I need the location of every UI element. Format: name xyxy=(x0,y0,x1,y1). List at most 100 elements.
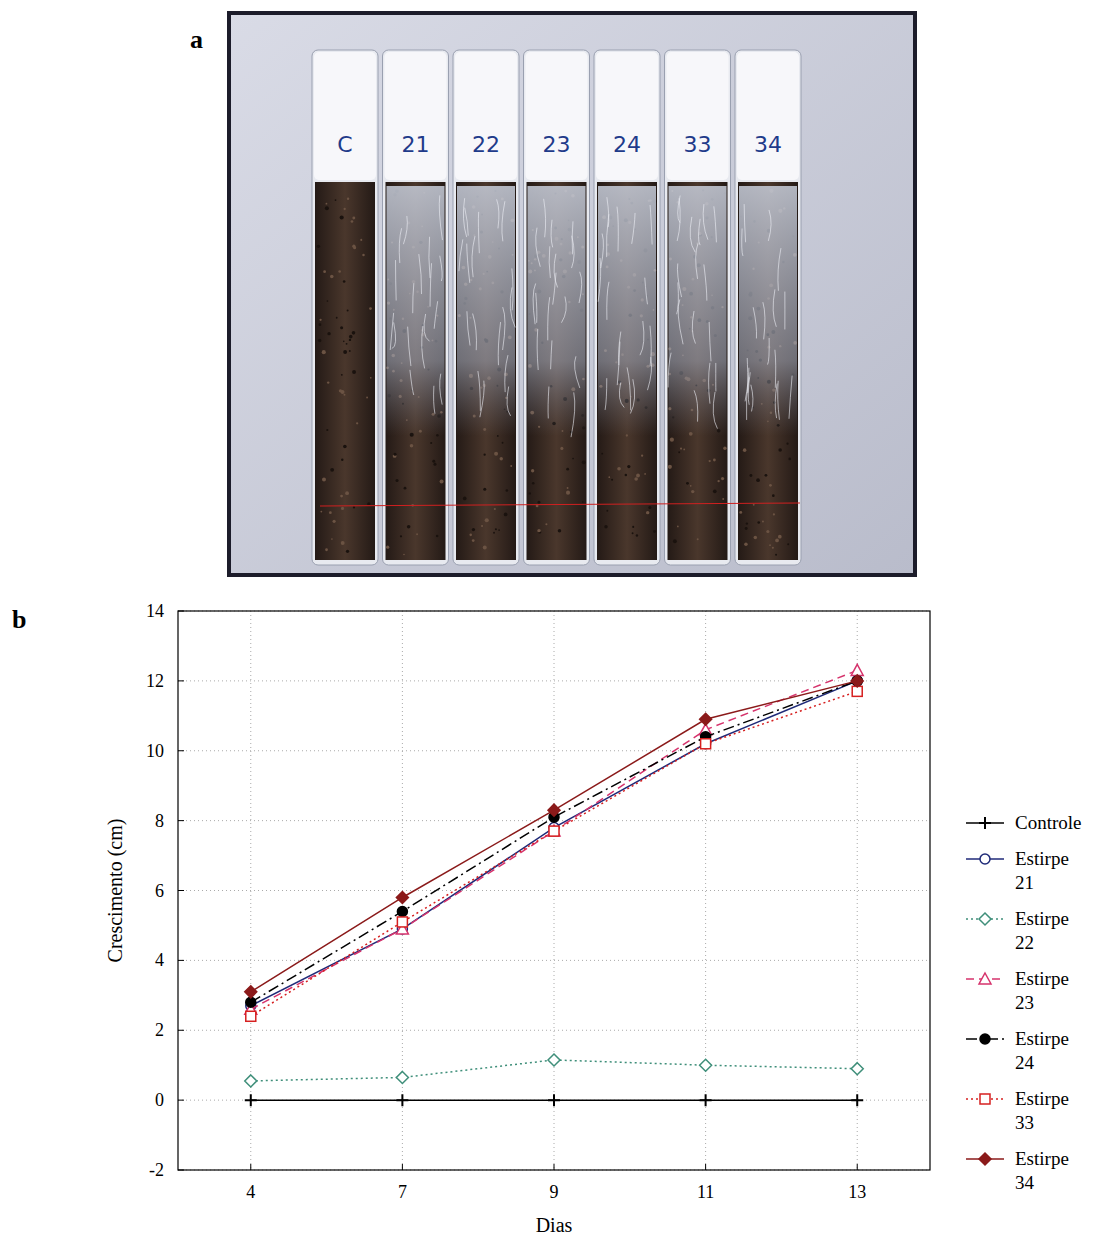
hypha xyxy=(548,387,550,419)
hyphae xyxy=(669,186,727,436)
soil-grain xyxy=(344,394,346,396)
soil-grain xyxy=(317,245,320,248)
tube-cap xyxy=(455,52,517,180)
soil-grain xyxy=(362,254,364,256)
hypha xyxy=(617,207,618,252)
soil-grain xyxy=(341,541,345,545)
soil-grain xyxy=(739,511,742,514)
soil-grain xyxy=(494,452,498,456)
soil-grain xyxy=(697,538,699,540)
tube-label: 23 xyxy=(543,132,571,157)
soil-grain xyxy=(349,350,351,352)
soil-grain xyxy=(403,554,405,556)
soil-grain xyxy=(677,526,679,528)
soil-grain xyxy=(493,532,495,534)
hypha xyxy=(763,302,765,339)
legend-label-line: 23 xyxy=(1015,992,1034,1013)
soil-grain xyxy=(481,525,483,527)
soil-grain xyxy=(778,448,782,452)
hypha xyxy=(419,254,422,294)
soil-grain xyxy=(753,504,755,506)
tick-label: 12 xyxy=(146,671,164,691)
soil-grain xyxy=(668,465,672,469)
soil-grain xyxy=(323,270,326,273)
legend-label-line: 21 xyxy=(1015,872,1034,893)
tube-glass xyxy=(665,50,731,565)
soil-grain xyxy=(343,445,347,449)
tick-label: 0 xyxy=(155,1090,164,1110)
soil-grain xyxy=(349,339,351,341)
soil-grain xyxy=(495,528,497,530)
hypha xyxy=(561,297,566,323)
tick-label: 8 xyxy=(155,811,164,831)
soil-grain xyxy=(721,477,724,480)
soil-grain xyxy=(326,429,328,431)
tick-label: 9 xyxy=(550,1182,559,1202)
marker xyxy=(549,826,559,836)
hypha xyxy=(768,338,770,365)
soil-grain xyxy=(352,331,356,335)
soil xyxy=(315,182,375,560)
series xyxy=(246,686,862,1021)
hypha xyxy=(678,196,680,223)
soil-grain xyxy=(393,453,396,456)
soil-grain xyxy=(500,457,503,460)
hypha xyxy=(774,350,776,388)
grid-line xyxy=(178,890,930,891)
grid-line xyxy=(554,611,555,1170)
hyphae xyxy=(528,186,586,436)
hypha xyxy=(709,322,711,361)
soil-grain xyxy=(788,458,791,461)
soil-grain xyxy=(340,495,343,498)
soil-grain xyxy=(558,529,562,533)
hypha xyxy=(775,384,777,419)
soil-grain xyxy=(765,474,768,477)
hypha xyxy=(434,386,435,414)
hypha xyxy=(498,322,500,365)
soil-grain xyxy=(566,491,570,495)
marker xyxy=(700,713,712,725)
legend-label-line: 24 xyxy=(1015,1052,1035,1073)
marker xyxy=(396,1071,408,1083)
soil-grain xyxy=(343,341,345,343)
hypha xyxy=(789,376,792,419)
soil-grain xyxy=(769,544,771,546)
soil-grain xyxy=(322,478,326,482)
hypha xyxy=(507,387,511,416)
legend-label-line: 22 xyxy=(1015,932,1034,953)
hypha xyxy=(598,258,601,302)
soil-grain xyxy=(743,448,747,452)
soil-grain xyxy=(566,468,569,471)
legend-label: Controle xyxy=(1015,812,1082,833)
legend-label: Estirpe24 xyxy=(1015,1028,1069,1073)
soil xyxy=(386,182,446,560)
tick-label: 14 xyxy=(146,601,164,621)
plot-area xyxy=(245,664,863,1106)
reference-line xyxy=(320,503,800,506)
soil-grain xyxy=(683,449,685,451)
tube: 34 xyxy=(735,50,801,565)
tube-label: 22 xyxy=(472,132,500,157)
soil-grain xyxy=(352,370,356,374)
soil-grain xyxy=(567,487,569,489)
hypha xyxy=(430,263,432,306)
soil-grain xyxy=(472,539,475,542)
legend-marker xyxy=(979,1153,991,1165)
hypha xyxy=(778,381,780,420)
soil-grain xyxy=(510,465,512,467)
soil-grain xyxy=(345,491,349,495)
soil-grain xyxy=(506,489,509,492)
marker xyxy=(852,676,862,686)
soil xyxy=(456,182,516,560)
hypha xyxy=(467,311,470,345)
tick-label: 4 xyxy=(155,950,164,970)
soil-grain xyxy=(757,521,760,524)
soil-grain xyxy=(634,477,638,481)
hypha xyxy=(572,236,575,268)
soil-grain xyxy=(353,506,355,508)
soil-grain xyxy=(787,543,789,545)
hypha xyxy=(478,371,480,411)
hypha xyxy=(390,313,393,350)
soil-grain xyxy=(400,535,402,537)
soil-grain xyxy=(545,523,547,525)
